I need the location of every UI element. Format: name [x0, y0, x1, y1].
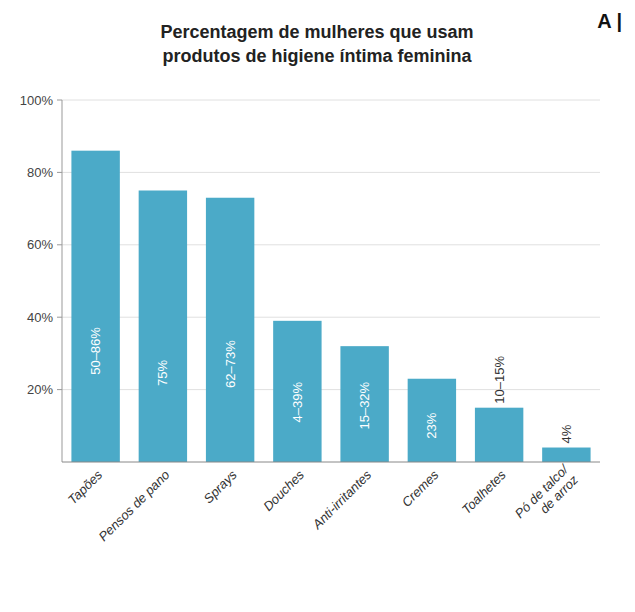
title-line: Percentagem de mulheres que usam	[160, 22, 473, 42]
y-tick-label: 40%	[27, 310, 53, 325]
x-tick-label-line: Toalhetes	[458, 466, 508, 516]
bar	[340, 346, 388, 462]
data-label: 4%	[559, 424, 574, 443]
data-label: 10–15%	[492, 356, 507, 404]
x-axis: TapõesPensos de pano Sprays DouchesAnti-ir…	[65, 461, 582, 544]
chart-container: Percentagem de mulheres que usam produtos…	[0, 0, 635, 612]
data-labels: 50–86% 75% 62–73% 4–39% 15–32% 23% 10–15% 4%	[88, 327, 574, 444]
y-tick-label: 60%	[27, 237, 53, 252]
data-label: 75%	[155, 360, 170, 386]
x-tick-label: Pó de talco/de arroz	[511, 461, 581, 531]
grid-line	[62, 172, 600, 173]
chart-svg: Percentagem de mulheres que usam produtos…	[0, 0, 635, 612]
x-tick-label: Douches	[260, 466, 307, 513]
bar	[408, 379, 456, 462]
title: Percentagem de mulheres que usam produtos…	[160, 22, 473, 66]
data-label: 4–39%	[290, 382, 305, 423]
bar	[71, 151, 119, 462]
x-tick-label: Tapões	[65, 466, 106, 507]
bar	[273, 321, 321, 462]
x-tick-label: Cremes	[398, 466, 441, 509]
y-tick-label: 100%	[20, 93, 54, 108]
x-tick-label: Sprays	[200, 466, 240, 506]
x-tick-label: Toalhetes	[458, 466, 508, 516]
data-label: 23%	[424, 412, 439, 438]
data-label: 15–32%	[357, 381, 372, 429]
data-label: 62–73%	[223, 340, 238, 388]
x-tick-label-line: Cremes	[398, 466, 441, 509]
bar	[206, 198, 254, 462]
bar	[542, 448, 590, 462]
y-tick	[57, 244, 62, 245]
x-axis-line	[62, 462, 600, 463]
y-tick-label: 20%	[27, 382, 53, 397]
bars	[71, 151, 590, 462]
x-tick-label-line: Douches	[260, 466, 307, 513]
y-tick	[57, 389, 62, 390]
bar	[139, 191, 187, 463]
y-axis: 20% 40% 60% 80% 100%	[20, 93, 62, 463]
y-axis-line	[62, 100, 63, 462]
data-label: 50–86%	[88, 327, 103, 375]
x-tick-label-line: de arroz	[536, 471, 581, 516]
y-tick	[57, 100, 62, 101]
x-tick-label: Anti-irritantes	[308, 466, 374, 532]
bar	[475, 408, 523, 462]
y-tick-label: 80%	[27, 165, 53, 180]
x-tick-label-line: Sprays	[200, 466, 240, 506]
title-line: produtos de higiene íntima feminina	[162, 46, 472, 66]
x-tick-label-line: Tapões	[65, 466, 106, 507]
background	[0, 0, 635, 612]
x-tick-label-line: Anti-irritantes	[308, 466, 374, 532]
grid-line	[62, 100, 600, 101]
x-tick-label-line: Pensos de pano	[95, 467, 172, 544]
x-tick-label: Pensos de pano	[95, 467, 172, 544]
corner-label: A |	[597, 10, 622, 32]
y-tick	[57, 317, 62, 318]
y-tick	[57, 172, 62, 173]
